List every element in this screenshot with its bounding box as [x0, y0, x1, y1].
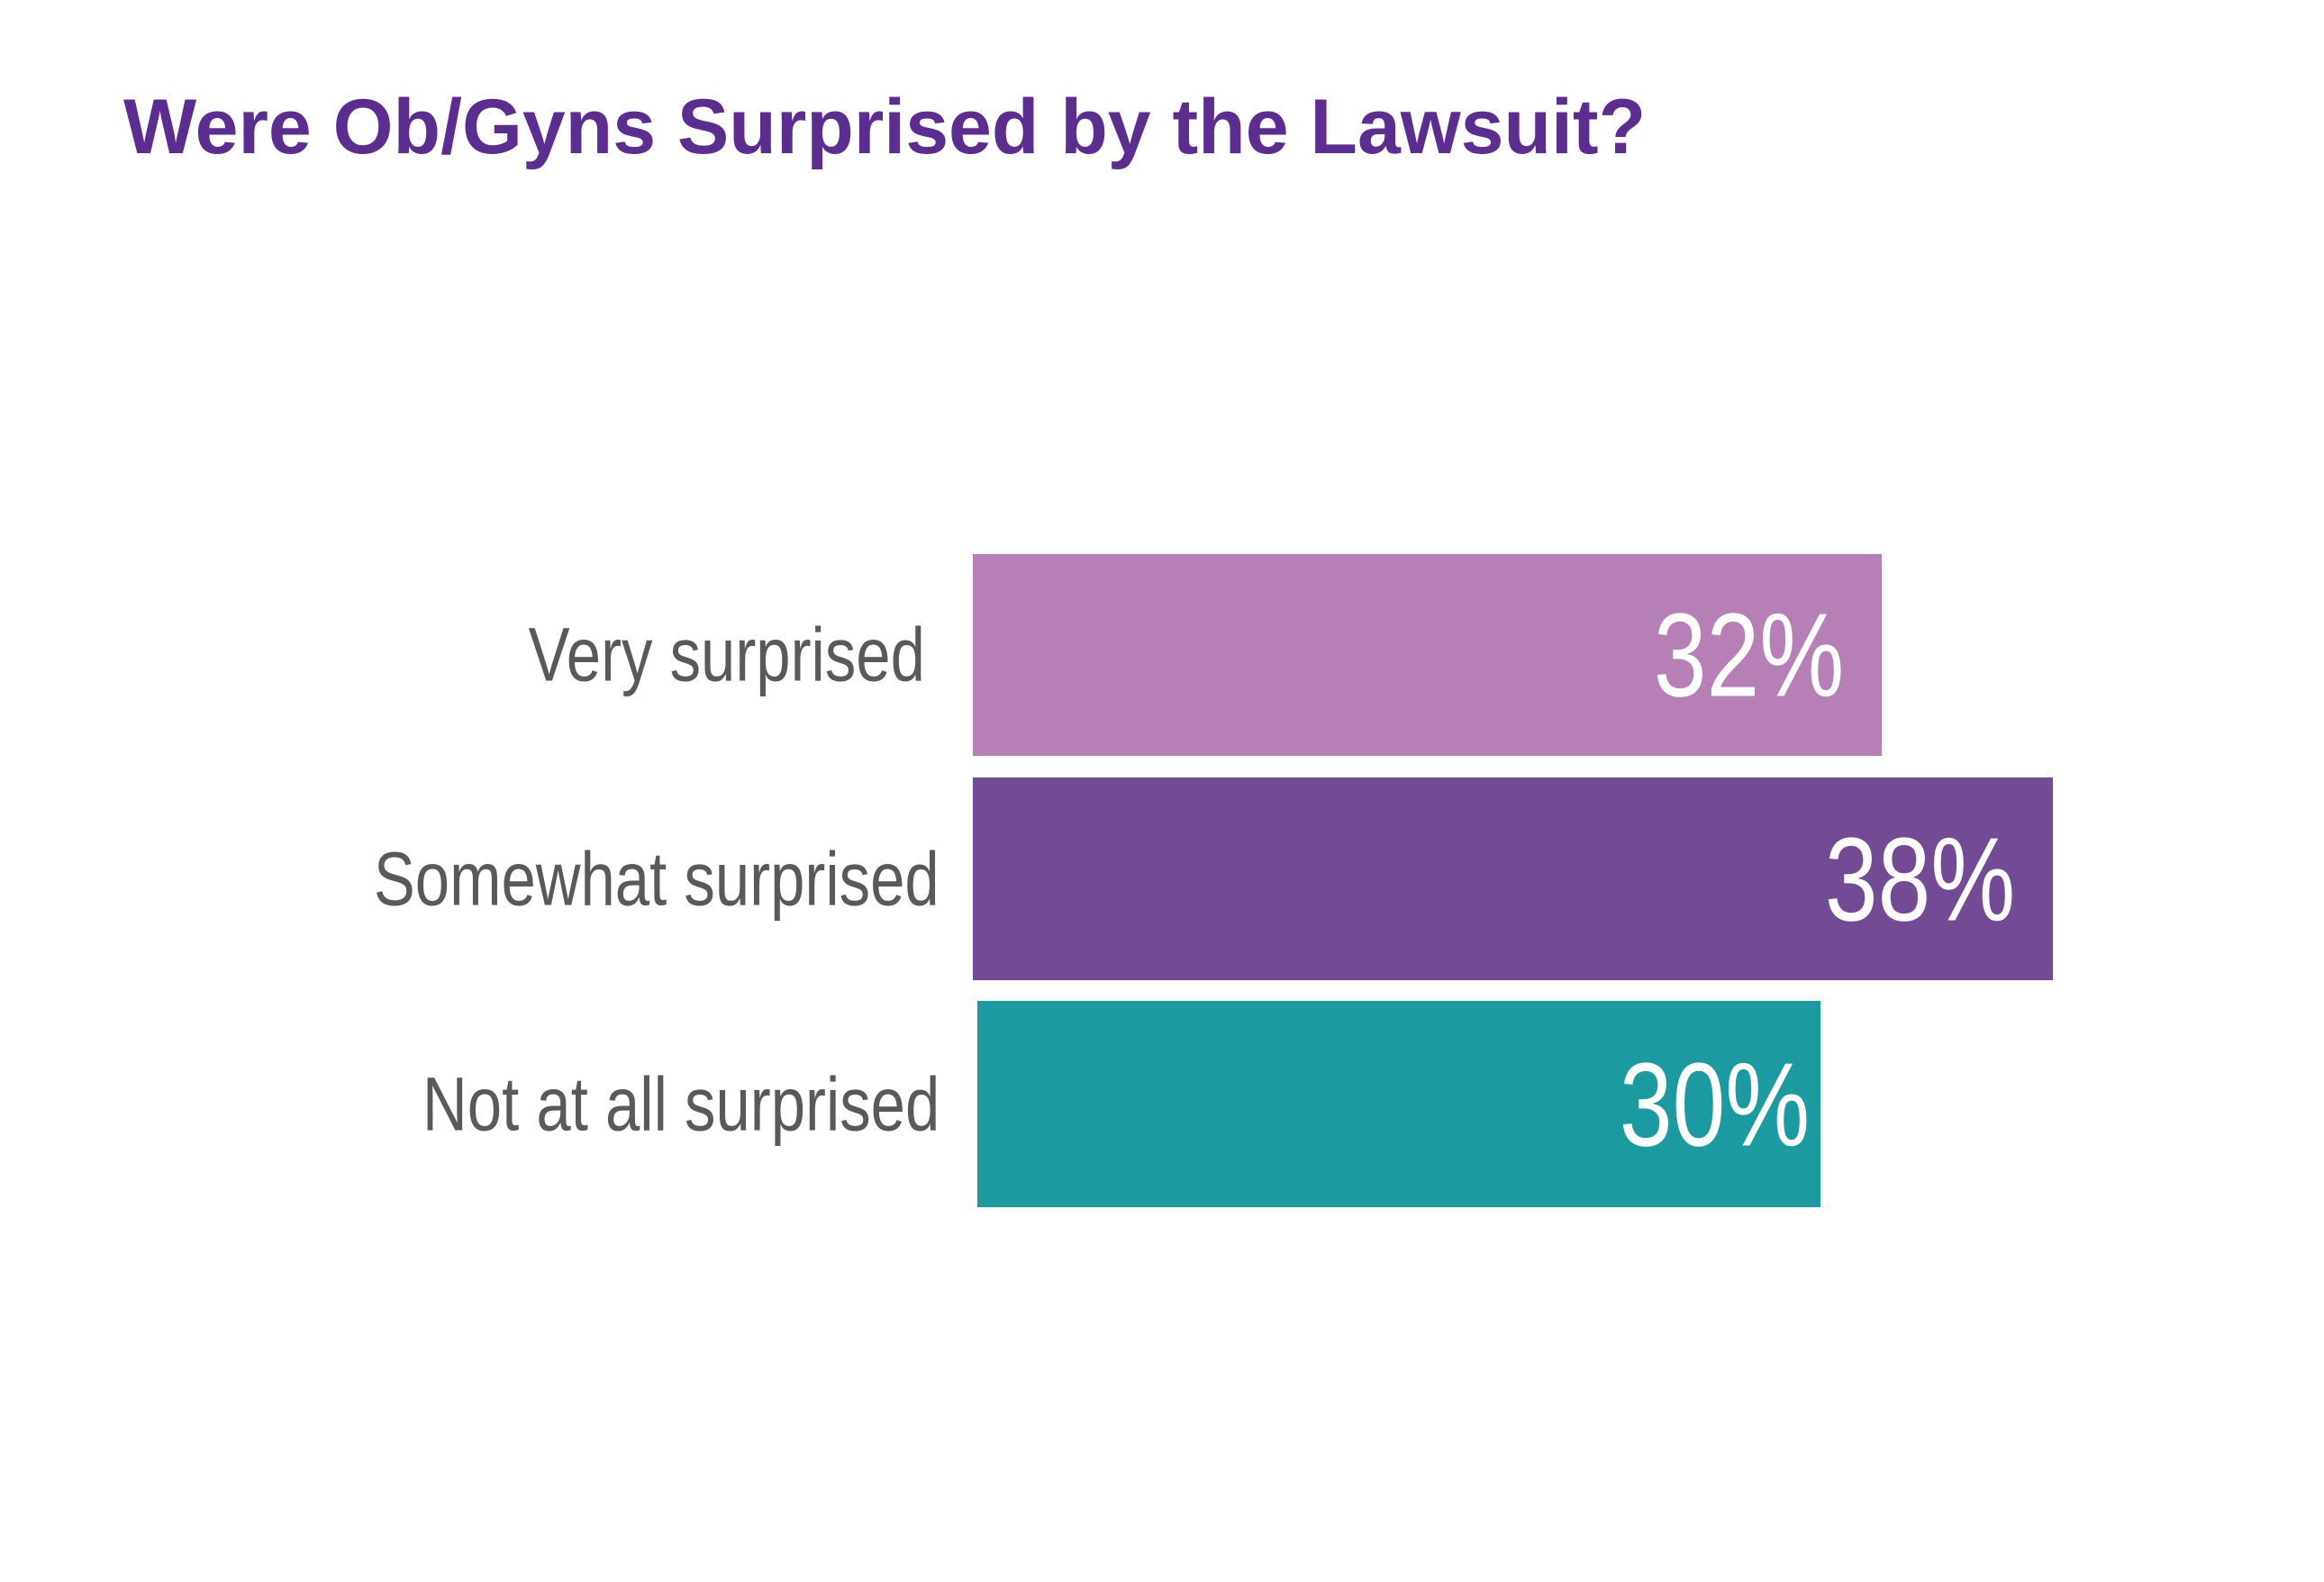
value-label: 30%: [1619, 1038, 1810, 1170]
value-label: 32%: [1653, 588, 1844, 722]
bar-somewhat-surprised: 38%: [973, 777, 2053, 980]
bar-row-very-surprised: Very surprised 32%: [0, 554, 2324, 756]
category-label: Not at all surprised: [422, 1061, 940, 1146]
value-label: 38%: [1824, 813, 2015, 945]
chart-title: Were Ob/Gyns Surprised by the Lawsuit?: [123, 84, 1647, 170]
category-label: Very surprised: [528, 612, 925, 697]
category-label: Somewhat surprised: [374, 836, 940, 921]
bar-row-somewhat-surprised: Somewhat surprised 38%: [0, 777, 2324, 980]
bar-very-surprised: 32%: [973, 554, 1882, 756]
bar-not-at-all-surprised: 30%: [977, 1001, 1820, 1207]
bar-row-not-at-all-surprised: Not at all surprised 30%: [0, 1001, 2324, 1207]
